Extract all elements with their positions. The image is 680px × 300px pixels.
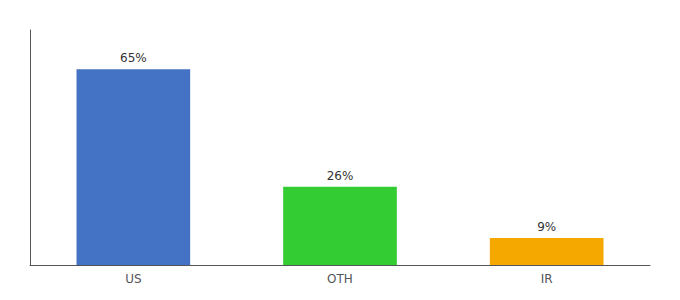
svg-text:9%: 9% [537,220,556,234]
svg-text:OTH: OTH [327,272,353,286]
svg-text:US: US [125,272,141,286]
svg-text:65%: 65% [120,51,147,65]
svg-text:26%: 26% [327,169,354,183]
svg-text:IR: IR [541,272,553,286]
